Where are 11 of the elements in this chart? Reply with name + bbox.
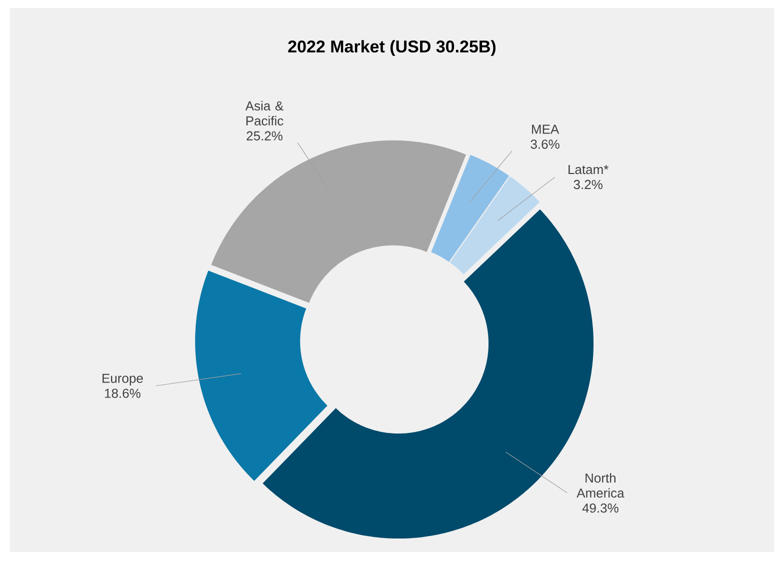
data-label: 3.6% — [530, 140, 560, 149]
data-label: 3.2% — [574, 180, 602, 190]
data-label: 25.2% — [246, 131, 282, 140]
slice-label: Europe — [102, 374, 143, 386]
data-label: 49.3% — [582, 503, 618, 513]
slice-label: Asia & Pacific — [245, 100, 284, 126]
slice-label: Latam* — [568, 165, 608, 174]
chart-title: 2022 Market (USD 30.25B) — [288, 40, 496, 56]
slice-label: North America — [576, 473, 624, 498]
data-label: 18.6% — [105, 388, 140, 398]
slice-label: MEA — [532, 124, 560, 134]
